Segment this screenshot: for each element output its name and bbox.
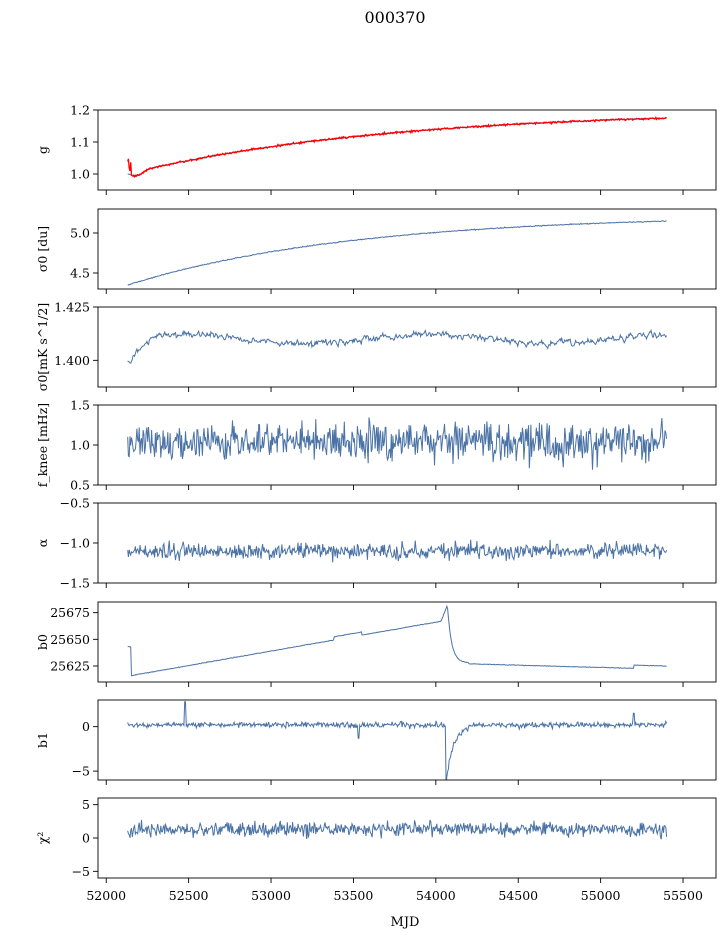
series-line-2-0 (127, 328, 668, 364)
y-axis-label: α (35, 538, 50, 547)
series-line-4-0 (127, 539, 668, 563)
y-tick-label: 1.2 (70, 103, 90, 118)
y-tick-label: 1.5 (70, 398, 90, 413)
series-line-0-1 (127, 116, 667, 179)
x-tick-label: 52500 (169, 888, 209, 903)
panels: 1.0 1.1 1.2 g 4.5 5.0 σ0 [du] 1.400 1.425 σ0[mK s… (35, 103, 717, 903)
x-tick-label: 55500 (663, 888, 703, 903)
series-line-6-0 (127, 701, 668, 780)
x-tick-label: 55000 (581, 888, 621, 903)
y-tick-label: 1.0 (70, 438, 90, 453)
panel-3: 0.5 1.0 1.5 f_knee [mHz] (35, 398, 717, 493)
axes-frame (97, 699, 717, 781)
series-line-7-0 (127, 819, 668, 840)
axes-frame (97, 208, 717, 290)
series-line-5-0 (127, 604, 667, 677)
x-axis-label: MJD (391, 915, 420, 930)
y-tick-label: 25625 (50, 659, 90, 674)
y-axis-label: b0 (35, 634, 50, 650)
x-tick-label: 52000 (86, 888, 126, 903)
series-line-0-0 (127, 116, 667, 178)
panel-4: −1.5 −1.0 −0.5 α (35, 496, 717, 591)
y-tick-label: 0 (82, 719, 90, 734)
y-tick-label: −1.0 (60, 536, 90, 551)
axes-frame (97, 306, 717, 388)
panel-0: 1.0 1.1 1.2 g (35, 103, 717, 195)
axes-frame (97, 404, 717, 486)
y-tick-label: 0 (82, 831, 90, 846)
y-tick-label: 4.5 (70, 266, 90, 281)
panel-2: 1.400 1.425 σ0[mK s^1/2] (35, 300, 717, 392)
x-tick-label: 53500 (334, 888, 374, 903)
x-tick-label: 54000 (416, 888, 456, 903)
y-tick-label: 25675 (50, 605, 90, 620)
y-axis-label: σ0 [du] (35, 226, 50, 272)
y-tick-label: 25650 (50, 632, 90, 647)
series-line-1-0 (127, 220, 667, 286)
y-tick-label: 1.0 (70, 167, 90, 182)
y-axis-label: χ² (35, 832, 50, 845)
y-tick-label: −0.5 (60, 496, 90, 511)
x-tick-label: 54500 (498, 888, 538, 903)
panel-1: 4.5 5.0 σ0 [du] (35, 208, 717, 294)
panel-7: −5 0 5 χ² (35, 797, 717, 883)
axes-frame (97, 797, 717, 879)
y-axis-label: σ0[mK s^1/2] (35, 303, 50, 391)
y-tick-label: −5 (72, 864, 90, 879)
y-axis-label: g (35, 146, 50, 154)
y-tick-label: 1.1 (70, 135, 90, 150)
x-tick-label: 53000 (251, 888, 291, 903)
axes-frame (97, 601, 717, 683)
y-tick-label: 0.5 (70, 478, 90, 493)
y-tick-label: −1.5 (60, 576, 90, 591)
axes-frame (97, 502, 717, 584)
y-axis-label: f_knee [mHz] (35, 403, 50, 487)
panel-6: −5 0 b1 (35, 699, 717, 785)
axes-frame (97, 109, 717, 191)
y-axis-label: b1 (35, 732, 50, 748)
y-tick-label: −5 (72, 764, 90, 779)
y-tick-label: 5.0 (70, 226, 90, 241)
y-tick-label: 1.425 (54, 300, 90, 315)
series-line-3-0 (127, 417, 668, 470)
y-tick-label: 5 (82, 797, 90, 812)
y-tick-label: 1.400 (54, 353, 90, 368)
figure-title: 000370 (364, 8, 425, 27)
